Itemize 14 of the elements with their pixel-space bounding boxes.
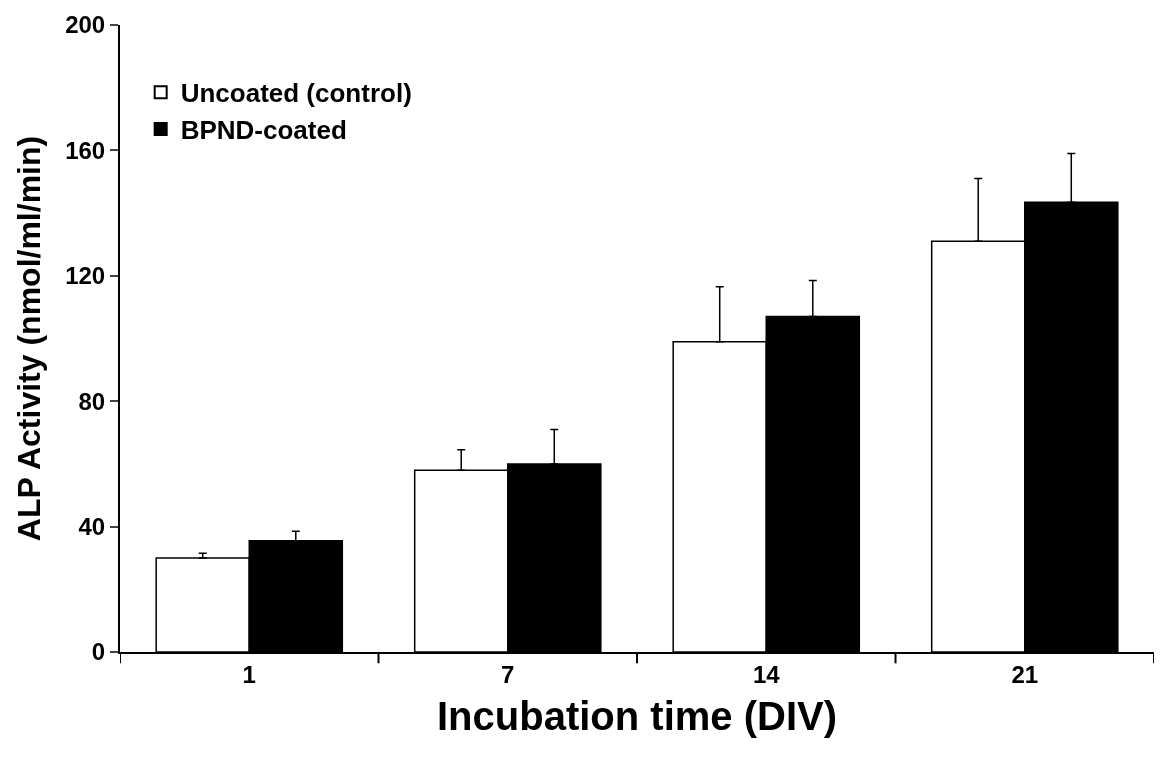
y-tick-label: 200 bbox=[65, 11, 106, 39]
x-tick-label: 21 bbox=[1011, 660, 1039, 688]
x-tick-label: 14 bbox=[752, 660, 781, 688]
y-tick-label: 160 bbox=[65, 136, 106, 164]
x-axis-title: Incubation time (DIV) bbox=[437, 693, 837, 738]
y-tick-label: 40 bbox=[78, 513, 106, 540]
y-axis-title: ALP Activity (nmol/ml/min) bbox=[10, 135, 47, 542]
legend-label: BPND-coated bbox=[180, 115, 347, 146]
x-tick-label: 1 bbox=[242, 660, 256, 688]
legend-label: Uncoated (control) bbox=[180, 78, 412, 109]
x-tick-label: 7 bbox=[501, 660, 515, 688]
y-tick-label: 120 bbox=[65, 262, 106, 290]
y-tick-label: 80 bbox=[78, 387, 106, 415]
y-tick-label: 0 bbox=[91, 638, 106, 666]
